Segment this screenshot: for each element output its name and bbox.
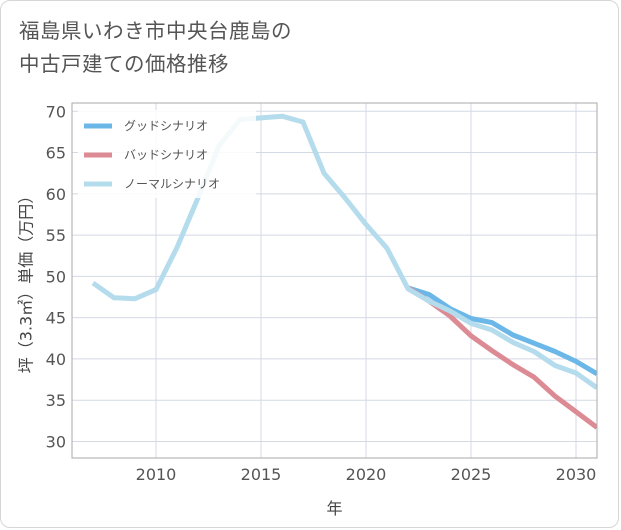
y-tick-label: 30 (46, 432, 66, 451)
normal-scenario-line (91, 113, 597, 390)
y-tick-label: 55 (46, 226, 66, 245)
good-scenario-line (407, 285, 597, 376)
legend-normal-label: ノーマルシナリオ (124, 177, 220, 191)
y-tick-label: 65 (46, 144, 66, 163)
y-tick-label: 35 (46, 391, 66, 410)
x-tick-label: 2020 (346, 465, 387, 484)
tick-labels: 30 35 40 45 50 55 60 65 70 2010 2015 2020 2025 2030 (46, 102, 597, 484)
legend-bad-label: バッドシナリオ (124, 148, 208, 162)
y-axis-label: 坪（3.3㎡）単価（万円） (17, 188, 36, 373)
plot-border (71, 102, 598, 459)
x-tick-label: 2025 (451, 465, 492, 484)
x-axis-label: 年 (326, 499, 342, 518)
series-lines (91, 113, 597, 430)
y-tick-label: 45 (46, 309, 66, 328)
y-tick-label: 60 (46, 185, 66, 204)
x-tick-label: 2015 (241, 465, 282, 484)
y-tick-label: 70 (46, 102, 66, 121)
x-tick-label: 2030 (556, 465, 597, 484)
chart-title: 福島県いわき市中央台鹿島の 中古戸建ての価格推移 (19, 19, 292, 76)
y-tick-label: 50 (46, 267, 66, 286)
legend-good-label: グッドシナリオ (124, 119, 208, 133)
x-tick-label: 2010 (136, 465, 177, 484)
y-tick-label: 40 (46, 350, 66, 369)
